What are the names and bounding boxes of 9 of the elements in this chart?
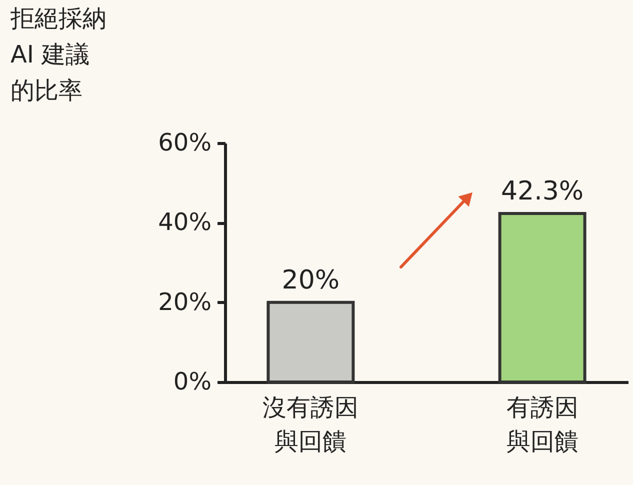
x-tick-label: 沒有誘因與回饋: [262, 394, 359, 456]
y-tick-label: 60%: [158, 128, 212, 156]
x-tick-label: 有誘因與回饋: [506, 394, 578, 456]
y-tick-label: 20%: [158, 288, 212, 316]
data-label: 42.3%: [501, 176, 584, 207]
y-tick-label: 40%: [158, 208, 212, 236]
data-label: 20%: [282, 265, 340, 296]
y-axis-title: 拒絕採納AI 建議的比率: [10, 4, 106, 104]
y-tick-label: 0%: [173, 368, 212, 396]
